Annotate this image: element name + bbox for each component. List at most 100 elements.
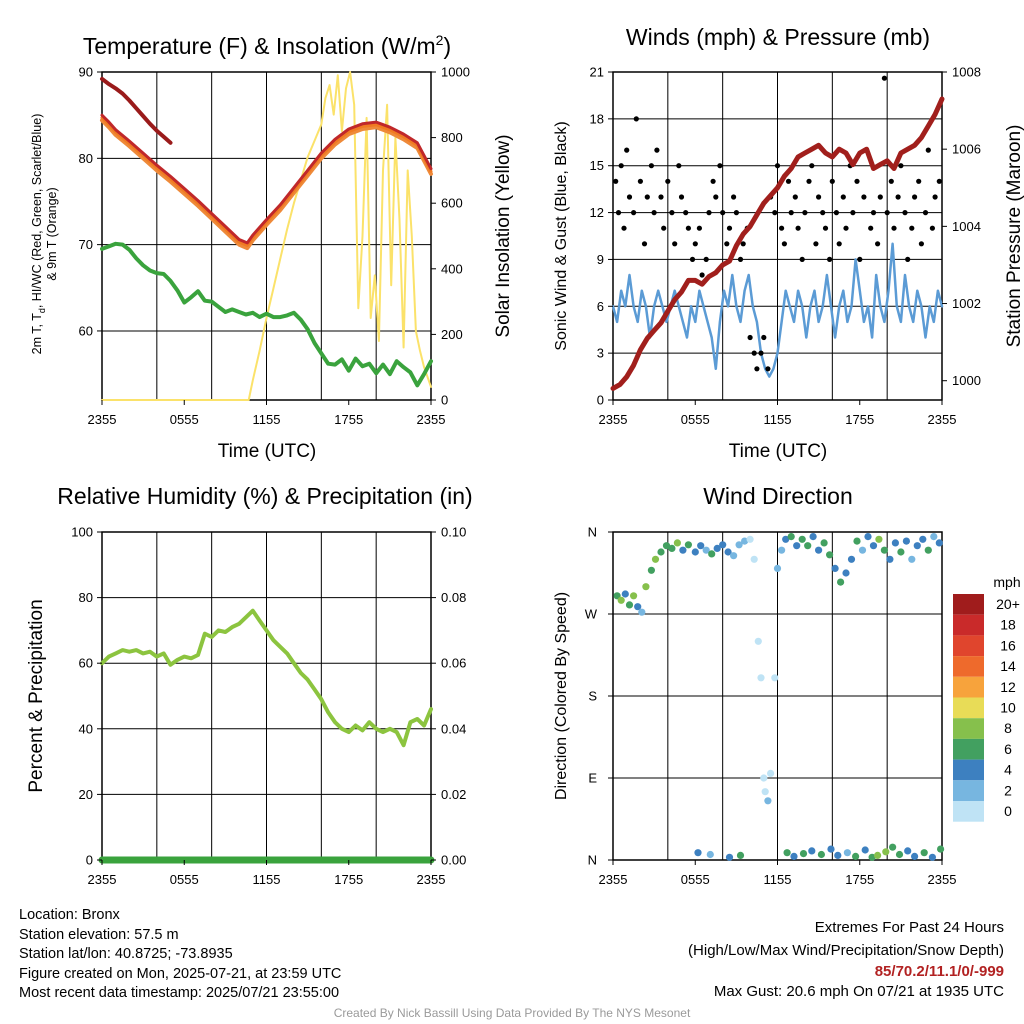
wind-direction-point [787,533,795,541]
y2-tick-label: 1002 [952,296,981,311]
wind-direction-point [827,845,835,853]
y-tick-label: 70 [79,237,93,252]
gust-point [902,210,908,216]
y2-tick-label: 0.00 [441,853,466,868]
y-tick-label: 90 [79,65,93,80]
wind-direction-point [904,847,912,855]
winds-x-label: Time (UTC) [729,441,828,462]
gust-point [631,210,637,216]
y-tick-label: 3 [597,346,604,361]
temperature-line [100,113,433,245]
wind-direction-point [694,849,702,857]
humidity-y-label: Percent & Precipitation [26,599,47,792]
y2-tick-label: 1008 [952,65,981,80]
gust-point [651,210,657,216]
gust-point [758,350,764,356]
wind-direction-point [764,797,772,805]
legend-label: 2 [1004,782,1012,798]
y2-tick-label: 0.06 [441,656,466,671]
gust-point [626,194,633,200]
x-tick-label: 0555 [681,872,710,887]
y-tick-label: W [585,607,598,622]
recent-data-timestamp: Most recent data timestamp: 2025/07/21 2… [19,985,340,1001]
gust-point [637,178,644,184]
wind-direction-point [642,583,650,591]
wind-direction-point [889,843,897,851]
gust-point [788,210,794,216]
y-tick-label: 0 [86,853,93,868]
legend-label: 4 [1004,762,1012,778]
x-tick-label: 1155 [253,412,281,427]
wind-direction-point [662,542,671,550]
wind-direction-point [875,535,883,543]
wind-direction-point [809,533,817,541]
wind-direction-point [754,637,762,645]
extremes-values: 85/70.2/11.1/0/-999 [874,963,1004,980]
gust-point [857,256,863,262]
y-tick-label: 60 [79,656,93,671]
gust-point [891,225,897,231]
x-tick-label: 1755 [334,872,363,887]
wind-direction-point [638,608,646,616]
wind-direction-point [864,533,872,541]
humidity-panel: Relative Humidity (%) & Precipitation (i… [26,483,473,887]
legend-swatch [953,718,984,739]
wind-direction-point [837,578,845,586]
gust-point [737,256,744,262]
y-tick-label: 40 [79,721,93,736]
gust-point [792,194,798,200]
wind-direction-point [817,850,826,859]
x-tick-label: 1755 [334,412,363,427]
gust-point [710,178,716,184]
y-tick-label: 9 [597,252,604,267]
wind-direction-point [657,548,665,556]
wind-direction-point [902,537,911,545]
y-tick-label: 20 [79,787,93,802]
gust-point [785,178,792,184]
y-tick-label: 100 [71,525,93,540]
speed-legend-title: mph [993,574,1020,590]
wind-direction-point [730,552,738,560]
gust-point [932,194,938,200]
x-tick-label: 2355 [88,872,117,887]
gust-point [840,194,846,200]
wind-direction-point [928,853,937,861]
y2-tick-label: 0.08 [441,590,466,605]
wind-direction-point [861,846,869,854]
gust-point [720,210,726,216]
legend-swatch [953,656,984,677]
gust-point [706,210,712,216]
y-tick-label: N [588,525,597,540]
gust-point [816,194,822,200]
legend-label: 0 [1004,803,1012,819]
wind-direction-point [882,848,890,856]
gust-point [912,194,918,200]
wind-direction-point [880,546,889,554]
y-tick-label: 15 [590,158,604,173]
y-tick-label: 0 [597,393,604,408]
legend-label: 14 [1000,658,1016,674]
humidity-panel-title: Relative Humidity (%) & Precipitation (i… [57,483,472,509]
gust-point [833,210,840,216]
gust-point [615,210,622,216]
winds-panel-title: Winds (mph) & Pressure (mb) [626,24,930,50]
temperature-x-label: Time (UTC) [218,441,317,462]
wind-direction-point [761,788,769,796]
credit-line: Created By Nick Bassill Using Data Provi… [333,1006,691,1020]
x-tick-label: 1755 [845,872,874,887]
wind-direction-point [719,541,727,549]
wind-direction-panel-title: Wind Direction [703,483,853,509]
gust-point [877,194,883,200]
x-tick-label: 1155 [764,872,792,887]
gust-point [827,256,833,262]
legend-swatch [953,635,984,657]
y2-tick-label: 0 [441,393,448,408]
wind-direction-point [799,850,808,858]
gust-point [683,210,689,216]
station-elevation: Station elevation: 57.5 m [19,926,179,943]
gust-point [836,241,842,247]
legend-label: 12 [1000,679,1016,695]
gust-point [654,147,660,153]
gust-point [689,256,696,262]
wind-direction-point [908,555,916,563]
